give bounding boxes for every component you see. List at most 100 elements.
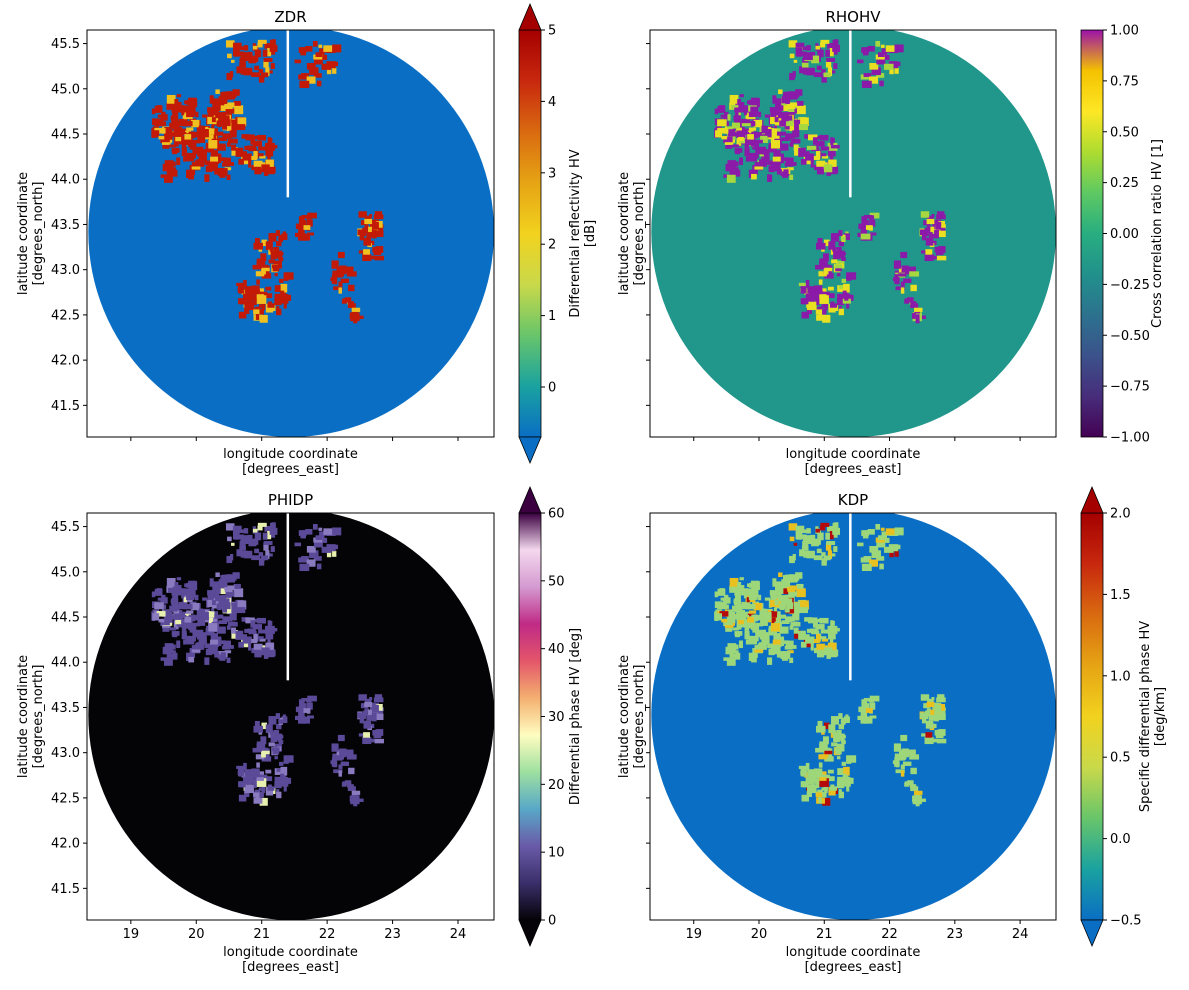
echo-cells bbox=[151, 39, 384, 324]
colorbar-label: Differential reflectivity HV bbox=[568, 149, 583, 317]
x-axis-label: [degrees_east] bbox=[805, 462, 902, 477]
colorbar-extend-min bbox=[518, 436, 542, 465]
colorbar-tick-label: 4 bbox=[548, 95, 556, 110]
colorbar-extend-min bbox=[1080, 919, 1104, 948]
x-tick-label: 20 bbox=[188, 927, 205, 942]
colorbar-tick-label: 1 bbox=[548, 309, 556, 324]
x-axis-label: longitude coordinate bbox=[786, 447, 921, 462]
x-axis-label: [degrees_east] bbox=[242, 960, 339, 975]
blocked-radial bbox=[286, 30, 290, 198]
colorbar-tick-label: 1.5 bbox=[1110, 588, 1131, 603]
axes-frame bbox=[649, 512, 1057, 921]
y-tick-label: 45.0 bbox=[51, 82, 80, 97]
colorbar-tick-label: 0 bbox=[548, 914, 556, 929]
panel-title: PHIDP bbox=[268, 491, 313, 509]
x-tick-label: 23 bbox=[384, 927, 401, 942]
echo-cells bbox=[151, 522, 384, 807]
panel-4: 19 20 21 22 23 24 KDP longitude coordinate [degr… bbox=[617, 485, 1168, 975]
axes-frame bbox=[86, 29, 495, 438]
colorbar-tick-label: 0 bbox=[548, 381, 556, 396]
y-tick-label: 44.0 bbox=[51, 656, 80, 671]
y-axis-label: [degrees_north] bbox=[632, 665, 647, 769]
colorbar-fill bbox=[518, 29, 542, 438]
y-tick-label: 45.5 bbox=[51, 37, 80, 52]
x-tick-label: 22 bbox=[881, 927, 898, 942]
panel-2: RHOHV longitude coordinate[degrees_east] l… bbox=[617, 8, 1165, 477]
colorbar-tick-label: 2 bbox=[548, 238, 556, 253]
colorbar-tick-label: 0.0 bbox=[1110, 832, 1131, 847]
y-tick-label: 41.5 bbox=[51, 882, 80, 897]
y-axis-label: [degrees_north] bbox=[31, 182, 46, 286]
colorbar-tick-label: 0.25 bbox=[1110, 176, 1139, 191]
y-axis-label: [degrees_north] bbox=[31, 665, 46, 769]
colorbar-tick-label: 20 bbox=[548, 778, 565, 793]
y-tick-label: 41.5 bbox=[51, 399, 80, 414]
colorbar-fill bbox=[518, 512, 542, 921]
axes-frame bbox=[86, 512, 495, 921]
colorbar-tick-label: 0.50 bbox=[1110, 125, 1139, 140]
y-tick-label: 44.5 bbox=[51, 128, 80, 143]
plot-area bbox=[651, 30, 1056, 437]
x-tick-label: 19 bbox=[685, 927, 702, 942]
colorbar-tick-label: 50 bbox=[548, 574, 565, 589]
y-tick-label: 45.0 bbox=[51, 565, 80, 580]
panel-title: ZDR bbox=[274, 8, 306, 26]
colorbar-tick-label: 0.75 bbox=[1110, 74, 1139, 89]
colorbar-tick-label: −1.00 bbox=[1110, 431, 1150, 446]
x-tick-label: 23 bbox=[947, 927, 964, 942]
y-tick-label: 43.5 bbox=[51, 701, 80, 716]
colorbar-label: Differential phase HV [deg] bbox=[568, 628, 583, 805]
colorbar-extend-max bbox=[518, 2, 542, 31]
y-tick-label: 43.5 bbox=[51, 218, 80, 233]
x-tick-label: 19 bbox=[123, 927, 140, 942]
plot-area bbox=[88, 513, 494, 920]
blocked-radial bbox=[849, 513, 852, 681]
plot-area bbox=[88, 30, 494, 437]
colorbar-tick-label: −0.50 bbox=[1110, 329, 1150, 344]
x-tick-label: 22 bbox=[319, 927, 336, 942]
echo-cells bbox=[714, 39, 947, 324]
colorbar-label: [dB] bbox=[583, 220, 598, 247]
colorbar-tick-label: 40 bbox=[548, 642, 565, 657]
x-tick-label: 24 bbox=[1012, 927, 1029, 942]
y-axis-label: latitude coordinate bbox=[617, 172, 632, 295]
x-tick-label: 21 bbox=[253, 927, 270, 942]
y-axis-label: latitude coordinate bbox=[16, 172, 31, 295]
colorbar-tick-label: −0.5 bbox=[1110, 914, 1142, 929]
panel-3: 19 20 21 22 23 24 45.5 45.0 44.5 44.0 43.5 43.0 42.5… bbox=[16, 485, 583, 975]
y-axis-label: latitude coordinate bbox=[16, 655, 31, 778]
colorbar-tick-label: 0.00 bbox=[1110, 227, 1139, 242]
x-tick-label: 24 bbox=[450, 927, 467, 942]
y-tick-label: 42.0 bbox=[51, 354, 80, 369]
colorbar-label: Specific differential phase HV bbox=[1138, 621, 1153, 812]
panel-title: KDP bbox=[838, 491, 868, 509]
colorbar-label: [deg/km] bbox=[1153, 687, 1168, 746]
plot-area bbox=[651, 513, 1056, 920]
axes-frame bbox=[649, 29, 1057, 438]
colorbar-fill bbox=[1080, 29, 1104, 438]
y-tick-label: 43.0 bbox=[51, 746, 80, 761]
echo-cells bbox=[714, 522, 947, 807]
y-tick-label: 44.5 bbox=[51, 611, 80, 626]
x-tick-label: 21 bbox=[816, 927, 833, 942]
y-axis-label: latitude coordinate bbox=[617, 655, 632, 778]
y-tick-label: 42.0 bbox=[51, 837, 80, 852]
x-axis-label: longitude coordinate bbox=[786, 945, 921, 960]
colorbar-tick-label: 5 bbox=[548, 24, 556, 39]
x-axis-label: longitude coordinate bbox=[223, 945, 358, 960]
colorbar-extend-min bbox=[518, 919, 542, 948]
colorbar-tick-label: 2.0 bbox=[1110, 507, 1131, 522]
y-tick-label: 42.5 bbox=[51, 308, 80, 323]
colorbar: 2.0 1.5 1.0 0.5 0.0 −0.5 Specific differential… bbox=[1080, 485, 1168, 948]
radar-disc bbox=[651, 30, 1056, 437]
colorbar: 0 10 20 30 40 50 60 Differential phase HV [deg] bbox=[518, 485, 583, 948]
radar-disc bbox=[88, 513, 494, 920]
y-tick-label: 44.0 bbox=[51, 173, 80, 188]
x-tick-label: 20 bbox=[751, 927, 768, 942]
colorbar-label: Cross correlation ratio HV [1] bbox=[1150, 139, 1165, 328]
colorbar-fill bbox=[1080, 512, 1104, 921]
colorbar: 0 1 2 3 4 5 Differential reflectivity HV [dB] bbox=[518, 2, 598, 465]
y-tick-label: 42.5 bbox=[51, 791, 80, 806]
colorbar-extend-max bbox=[518, 485, 542, 514]
colorbar-tick-label: 0.5 bbox=[1110, 751, 1131, 766]
